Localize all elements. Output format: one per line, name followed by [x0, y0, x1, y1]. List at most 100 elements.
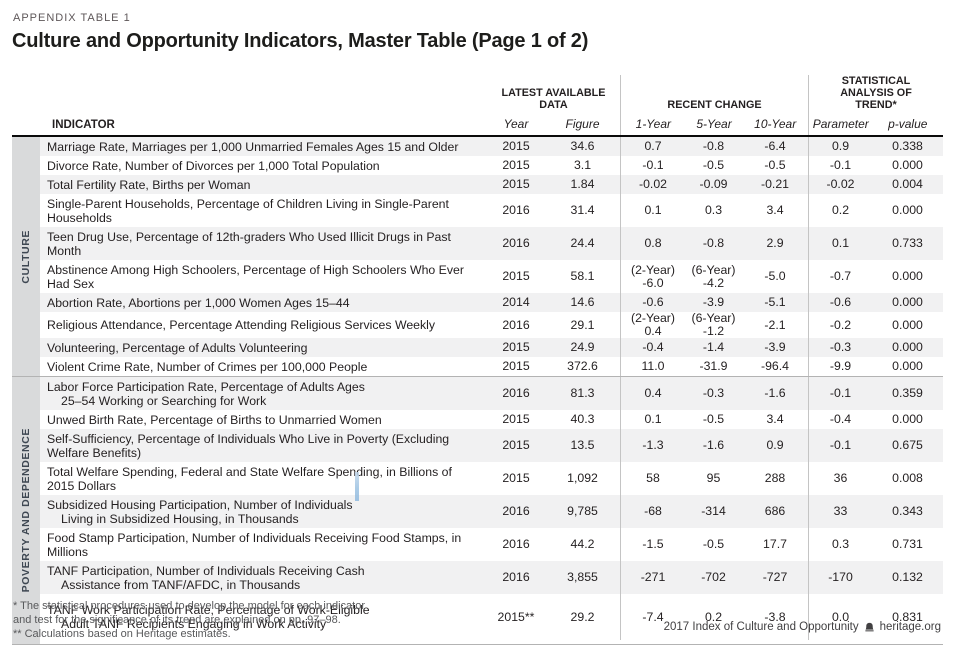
ten-year-column-header: 10-Year [754, 117, 797, 131]
change-1yr-cell: -0.4 [620, 338, 685, 357]
change-5yr-cell: 0.3 [704, 203, 723, 217]
change-1yr-cell: (2-Year) -6.0 [620, 260, 685, 293]
year-cell: 2016 [502, 236, 530, 250]
change-10yr-cell: 2.9 [766, 236, 784, 250]
year-cell: 2014 [502, 295, 530, 309]
table-row: Total Welfare Spending, Federal and Stat… [40, 462, 943, 495]
table-body: CULTURE Marriage Rate, Marriages per 1,00… [12, 137, 943, 645]
p-value-cell: 0.000 [892, 317, 923, 332]
p-value-cell: 0.000 [892, 340, 923, 354]
change-10yr-cell: 686 [764, 504, 786, 518]
source-text: 2017 Index of Culture and Opportunity [663, 621, 859, 633]
p-value-cell: 0.004 [892, 177, 923, 191]
table-row: Divorce Rate, Number of Divorces per 1,0… [40, 156, 943, 175]
change-1yr-cell: -68 [620, 495, 685, 528]
change-5yr-cell: (6-Year) -4.2 [691, 262, 736, 290]
table-row: TANF Work Participation Rate, Percentage… [40, 594, 943, 644]
year-cell: 2015 [502, 177, 530, 191]
change-1yr-cell: -271 [620, 561, 685, 594]
parameter-column-header: Parameter [812, 117, 869, 131]
table-row: Food Stamp Participation, Number of Indi… [40, 528, 943, 561]
indicator-cell: Total Fertility Rate, Births per Woman [47, 177, 251, 192]
p-value-cell: 0.000 [892, 295, 923, 309]
p-value-cell: 0.000 [892, 158, 923, 172]
indicator-cell: Marriage Rate, Marriages per 1,000 Unmar… [47, 139, 459, 154]
year-cell: 2015 [502, 340, 530, 354]
indicator-cell: TANF Work Participation Rate, Percentage… [47, 603, 370, 631]
table-row: Abstinence Among High Schoolers, Percent… [40, 260, 943, 293]
parameter-cell: -0.2 [808, 312, 872, 338]
change-1yr-cell: -1.3 [620, 429, 685, 462]
recent-change-group: RECENT CHANGE 1-Year 5-Year 10-Year [620, 75, 808, 135]
table-row: Volunteering, Percentage of Adults Volun… [40, 338, 943, 357]
change-10yr-cell: 0.9 [766, 438, 784, 452]
year-cell: 2016 [502, 570, 530, 584]
p-value-cell: 0.831 [892, 609, 923, 624]
table-row: Religious Attendance, Percentage Attendi… [40, 312, 943, 338]
year-cell: 2015 [502, 269, 530, 283]
change-10yr-cell: -5.0 [764, 269, 786, 283]
year-cell: 2015 [502, 158, 530, 172]
year-cell: 2016 [502, 317, 530, 332]
year-cell: 2015** [497, 609, 535, 624]
p-value-cell: 0.000 [892, 203, 923, 217]
indicator-cell: Volunteering, Percentage of Adults Volun… [47, 340, 308, 355]
year-column-header: Year [503, 117, 529, 131]
parameter-cell: 0.3 [808, 528, 872, 561]
change-5yr-cell: -314 [701, 504, 726, 518]
section-culture: CULTURE Marriage Rate, Marriages per 1,00… [12, 137, 943, 376]
section-label: CULTURE [20, 229, 32, 284]
figure-cell: 44.2 [570, 537, 595, 551]
parameter-cell: 0.9 [808, 137, 872, 156]
change-5yr-cell: 95 [706, 471, 721, 485]
figure-cell: 372.6 [567, 359, 598, 373]
parameter-cell: -0.6 [808, 293, 872, 312]
indicator-cell: Self-Sufficiency, Percentage of Individu… [47, 431, 450, 460]
figure-cell: 81.3 [570, 386, 595, 400]
parameter-cell: -9.9 [808, 357, 872, 376]
figure-cell: 9,785 [567, 504, 598, 518]
change-5yr-cell: -0.5 [702, 158, 725, 172]
five-year-column-header: 5-Year [696, 117, 732, 131]
table-header: INDICATOR LATEST AVAILABLE DATA Year Fig… [12, 75, 943, 137]
change-1yr-cell: 0.1 [620, 194, 685, 227]
figure-cell: 24.4 [570, 236, 595, 250]
change-1yr-cell: 11.0 [620, 357, 685, 376]
change-1yr-cell: 0.8 [620, 227, 685, 260]
p-value-cell: 0.000 [892, 269, 923, 283]
year-cell: 2015 [502, 359, 530, 373]
table-row: Marriage Rate, Marriages per 1,000 Unmar… [40, 137, 943, 156]
year-cell: 2016 [502, 203, 530, 217]
appendix-table-label: APPENDIX TABLE 1 [13, 12, 131, 24]
indicator-cell: Abortion Rate, Abortions per 1,000 Women… [47, 295, 350, 310]
indicator-cell: Abstinence Among High Schoolers, Percent… [47, 262, 464, 291]
indicator-cell: Religious Attendance, Percentage Attendi… [47, 318, 436, 332]
parameter-cell: -0.7 [808, 260, 872, 293]
indicator-cell: TANF Participation, Number of Individual… [47, 563, 365, 592]
page-title: Culture and Opportunity Indicators, Mast… [12, 30, 589, 52]
change-5yr-cell: 0.2 [704, 609, 723, 624]
change-10yr-cell: -5.1 [764, 295, 786, 309]
change-5yr-cell: -0.8 [702, 236, 725, 250]
figure-cell: 29.2 [570, 609, 595, 624]
table-row: Labor Force Participation Rate, Percenta… [40, 377, 943, 410]
table-row: Unwed Birth Rate, Percentage of Births t… [40, 410, 943, 429]
p-value-cell: 0.132 [892, 570, 923, 584]
figure-cell: 1,092 [567, 471, 598, 485]
change-1yr-cell: 0.7 [620, 137, 685, 156]
p-value-cell: 0.008 [892, 471, 923, 485]
trend-analysis-group-label: STATISTICAL ANALYSIS OF TREND* [840, 75, 912, 111]
change-10yr-cell: -6.4 [764, 139, 786, 153]
change-5yr-cell: -3.9 [702, 295, 725, 309]
change-1yr-cell: -0.6 [620, 293, 685, 312]
figure-cell: 40.3 [570, 412, 595, 426]
p-value-cell: 0.733 [892, 236, 923, 250]
change-5yr-cell: -1.4 [702, 340, 725, 354]
p-value-cell: 0.731 [892, 537, 923, 551]
p-value-cell: 0.000 [892, 359, 923, 373]
parameter-cell: 33 [808, 495, 872, 528]
parameter-cell: 0.0 [808, 594, 872, 640]
p-value-cell: 0.343 [892, 504, 923, 518]
latest-data-group-label: LATEST AVAILABLE DATA [501, 87, 606, 111]
parameter-cell: -0.1 [808, 429, 872, 462]
